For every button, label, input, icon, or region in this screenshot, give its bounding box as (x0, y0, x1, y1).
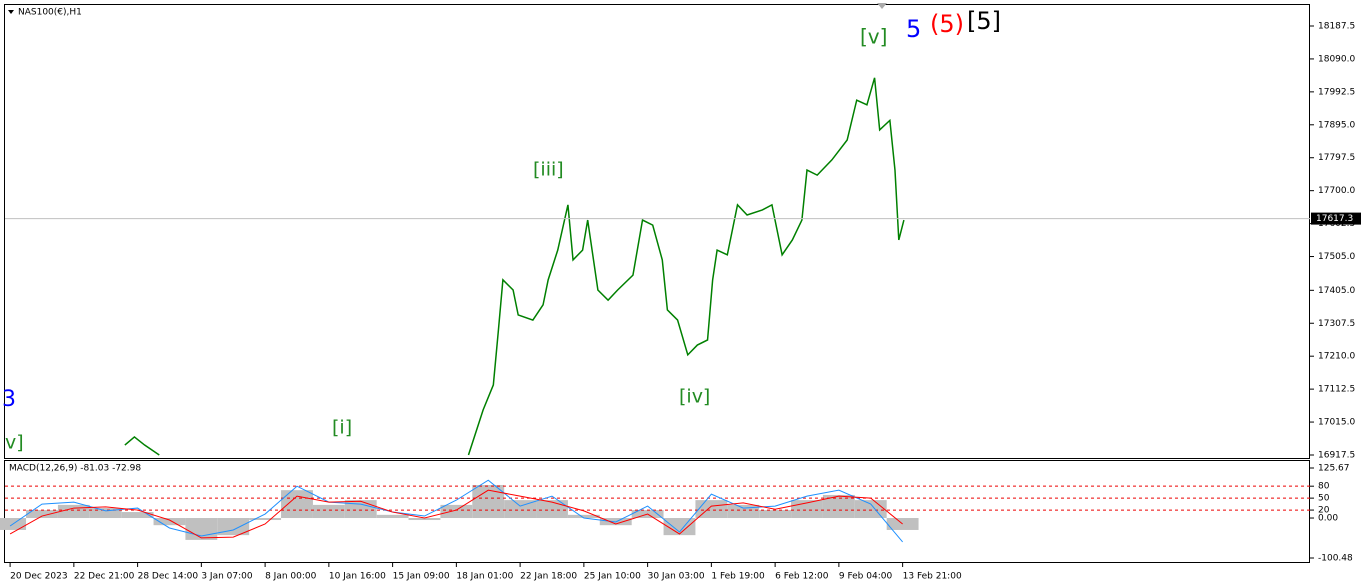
x-tick-label: 30 Jan 03:00 (648, 572, 705, 582)
histogram-bar (312, 504, 345, 519)
x-tick-label: 15 Jan 09:00 (393, 572, 450, 582)
price-line (124, 435, 160, 456)
x-tick-label: 9 Feb 04:00 (839, 572, 893, 582)
x-tick-label: 6 Feb 12:00 (775, 572, 829, 582)
y-tick-label: 17505.0 (1318, 252, 1355, 262)
histogram-bar (759, 510, 792, 519)
histogram-bar (57, 504, 90, 519)
histogram-bar (854, 500, 887, 519)
current-price-label: 17617.3 (1316, 214, 1353, 224)
histogram-bar (344, 500, 377, 519)
wave-label: v] (5, 432, 24, 454)
wave-label: 3 (2, 387, 16, 412)
histogram-bar (26, 510, 58, 519)
y-tick-label: 17210.0 (1318, 352, 1355, 362)
histogram-bar (408, 518, 441, 521)
histogram-bar (504, 500, 537, 519)
wave-label: [v] (860, 25, 887, 49)
x-tick-label: 25 Jan 10:00 (584, 572, 641, 582)
x-tick-label: 13 Feb 21:00 (903, 572, 962, 582)
y-tick-label: 18090.0 (1318, 54, 1355, 64)
histogram-bar (281, 490, 313, 519)
x-tick-label: 22 Jan 18:00 (520, 572, 577, 582)
menu-arrow (8, 10, 14, 14)
y-tick-label: 18187.5 (1318, 21, 1355, 31)
wave-label: [iii] (533, 159, 564, 181)
histogram-bar (376, 514, 409, 519)
histogram-bar (822, 494, 855, 519)
y-tick-label: 16917.5 (1318, 450, 1355, 460)
histogram-bar (217, 518, 250, 536)
y-tick-label: 17700.0 (1318, 186, 1355, 196)
x-tick-label: 8 Jan 00:00 (265, 572, 317, 582)
wave-label: (5) (930, 10, 964, 38)
histogram-bar (727, 504, 760, 519)
histogram-bar (185, 518, 218, 540)
price-panel (4, 4, 1310, 459)
y-tick-label: 17307.5 (1318, 319, 1355, 329)
y-tick-label: 17405.0 (1318, 286, 1355, 296)
wave-label: [5] (967, 7, 1001, 35)
price-line (467, 77, 905, 456)
current-price-box (1311, 212, 1361, 225)
y-tick-label: 17797.5 (1318, 153, 1355, 163)
x-tick-label: 3 Jan 07:00 (201, 572, 253, 582)
histogram-bar (89, 508, 122, 519)
y-tick-label: 17015.0 (1318, 418, 1355, 428)
y-tick-label: 125.67 (1318, 464, 1350, 474)
macd-line (9, 489, 903, 539)
x-tick-label: 20 Dec 2023 (10, 572, 67, 582)
macd-title: MACD(12,26,9) -81.03 -72.98 (9, 464, 141, 474)
x-tick-label: 22 Dec 21:00 (74, 572, 135, 582)
y-tick-label: 0.00 (1318, 514, 1338, 524)
chart-title: NAS100(€),H1 (18, 8, 82, 18)
wave-label: [iv] (679, 386, 710, 408)
y-tick-label: 80 (1318, 482, 1330, 492)
x-tick-label: 18 Jan 01:00 (456, 572, 513, 582)
y-tick-label: -100.48 (1318, 554, 1353, 564)
histogram-bar (440, 504, 473, 519)
histogram-bar (249, 518, 282, 521)
x-tick-label: 10 Jan 16:00 (329, 572, 386, 582)
histogram-bar (121, 512, 154, 519)
histogram-bar (886, 518, 919, 530)
x-tick-label: 28 Dec 14:00 (138, 572, 199, 582)
y-tick-label: 17112.5 (1318, 385, 1355, 395)
histogram-bar (567, 514, 600, 519)
macd-line (9, 479, 904, 543)
x-tick-label: 1 Feb 19:00 (711, 572, 765, 582)
y-tick-label: 20 (1318, 506, 1330, 516)
histogram-bar (153, 518, 186, 526)
wave-label: 5 (906, 15, 921, 43)
y-tick-label: 50 (1318, 494, 1330, 504)
histogram-bar (536, 500, 568, 519)
y-tick-label: 17992.5 (1318, 87, 1355, 97)
wave-label: [i] (332, 417, 352, 439)
shift-marker (877, 3, 887, 9)
y-tick-label: 17895.0 (1318, 120, 1355, 130)
